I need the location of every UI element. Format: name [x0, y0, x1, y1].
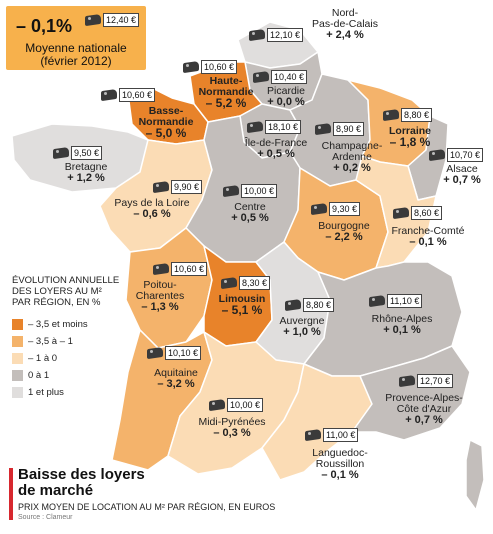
region-label-poitou: Poitou- Charentes – 1,3 % [135, 279, 185, 313]
price-tag-basse-normandie: 10,60 € [100, 88, 156, 102]
price-tag-icon [368, 295, 386, 307]
price-tag-icon [304, 429, 322, 441]
price-tag-poitou: 10,60 € [152, 262, 208, 276]
legend-swatch [12, 319, 23, 330]
price-tag-bourgogne: 9,30 € [310, 202, 361, 216]
region-label-champagne: Champagne- Ardenne + 0,2 % [321, 140, 383, 174]
price-tag-paca: 12,70 € [398, 374, 454, 388]
region-shape-paca [351, 345, 471, 441]
region-label-languedoc: Languedoc- Roussillon – 0,1 % [312, 447, 368, 481]
legend-title: ÉVOLUTION ANNUELLE DES LOYERS AU M² PAR … [12, 275, 120, 308]
legend-swatch [12, 353, 23, 364]
price-tag-picardie: 10,40 € [252, 70, 308, 84]
price-tag-rhone-alpes: 11,10 € [368, 294, 423, 308]
price-tag-franche-comte: 8,60 € [392, 206, 443, 220]
region-label-limousin: Limousin – 5,1 % [218, 293, 266, 317]
price-tag-icon [52, 147, 70, 159]
price-tag-icon [146, 347, 164, 359]
national-price-tag: 12,40 € [84, 13, 140, 27]
region-label-midi-pyrenees: Midi-Pyrénées – 0,3 % [198, 416, 266, 439]
legend-swatch [12, 336, 23, 347]
region-label-pays-de-la-loire: Pays de la Loire – 0,6 % [114, 197, 190, 220]
price-tag-ile-de-france: 18,10 € [246, 120, 302, 134]
price-tag-icon [314, 123, 332, 135]
legend-item: – 3,5 et moins [12, 319, 88, 330]
region-label-aquitaine: Aquitaine – 3,2 % [154, 367, 198, 390]
region-label-nord: Nord- Pas-de-Calais + 2,4 % [312, 7, 378, 41]
region-label-haute-normandie: Haute- Normandie – 5,2 % [198, 75, 254, 110]
price-tag-icon [252, 71, 270, 83]
price-tag-icon [284, 299, 302, 311]
price-tag-icon [152, 181, 170, 193]
price-tag-icon [246, 121, 264, 133]
footer-title: Baisse des loyers de marché [18, 466, 145, 499]
region-label-ile-de-france: Île-de-France + 0,5 % [244, 137, 308, 160]
national-price: 12,40 € [103, 13, 140, 27]
region-label-bourgogne: Bourgogne – 2,2 % [318, 220, 370, 243]
price-tag-midi-pyrenees: 10,00 € [208, 398, 264, 412]
price-tag-limousin: 8,30 € [220, 276, 271, 290]
legend-item: – 1 à 0 [12, 353, 57, 364]
price-tag-nord: 12,10 € [248, 28, 304, 42]
region-label-rhone-alpes: Rhône-Alpes + 0,1 % [371, 313, 433, 336]
legend-swatch [12, 387, 23, 398]
price-tag-icon [310, 203, 328, 215]
region-label-auvergne: Auvergne + 1,0 % [279, 315, 325, 338]
region-shape-corse [465, 439, 485, 511]
national-change: – 0,1% [16, 16, 73, 36]
price-tag-icon [100, 89, 118, 101]
legend-item: 1 et plus [12, 387, 64, 398]
price-tag-icon [220, 277, 238, 289]
price-tag-languedoc: 11,00 € [304, 428, 359, 442]
region-label-franche-comte: Franche-Comté – 0,1 % [391, 225, 465, 248]
price-tag-pays-de-la-loire: 9,90 € [152, 180, 203, 194]
price-tag-centre: 10,00 € [222, 184, 278, 198]
price-tag-auvergne: 8,80 € [284, 298, 335, 312]
price-tag-champagne: 8,90 € [314, 122, 365, 136]
price-tag-aquitaine: 10,10 € [146, 346, 202, 360]
legend-item: – 3,5 à – 1 [12, 336, 73, 347]
price-tag-icon [208, 399, 226, 411]
price-tag-icon [428, 149, 446, 161]
price-tag-icon [222, 185, 240, 197]
footer-accent-bar [9, 468, 13, 520]
region-label-centre: Centre + 0,5 % [231, 201, 269, 224]
national-label: Moyenne nationale (février 2012) [25, 41, 127, 68]
legend-item: 0 à 1 [12, 370, 49, 381]
region-label-paca: Provence-Alpes- Côte d'Azur + 0,7 % [385, 392, 463, 426]
price-tag-icon [398, 375, 416, 387]
price-tag-icon [382, 109, 400, 121]
region-label-bretagne: Bretagne + 1,2 % [64, 161, 108, 184]
region-label-lorraine: Lorraine – 1,8 % [388, 125, 432, 149]
legend-swatch [12, 370, 23, 381]
footer-source: Source : Clameur [18, 514, 73, 521]
region-label-basse-normandie: Basse- Normandie – 5,0 % [138, 105, 194, 140]
price-tag-icon [248, 29, 266, 41]
price-tag-lorraine: 8,80 € [382, 108, 433, 122]
price-tag-haute-normandie: 10,60 € [182, 60, 238, 74]
price-tag-alsace: 10,70 € [428, 148, 484, 162]
region-label-picardie: Picardie + 0,0 % [267, 85, 305, 108]
price-tag-icon [182, 61, 200, 73]
footer-subtitle: PRIX MOYEN DE LOCATION AU M² PAR RÉGION,… [18, 502, 276, 512]
price-tag-icon [392, 207, 410, 219]
price-tag-bretagne: 9,50 € [52, 146, 103, 160]
region-shape-languedoc [261, 363, 373, 481]
region-label-alsace: Alsace + 0,7 % [443, 163, 481, 186]
price-tag-icon [152, 263, 170, 275]
price-tag-icon [84, 14, 102, 26]
